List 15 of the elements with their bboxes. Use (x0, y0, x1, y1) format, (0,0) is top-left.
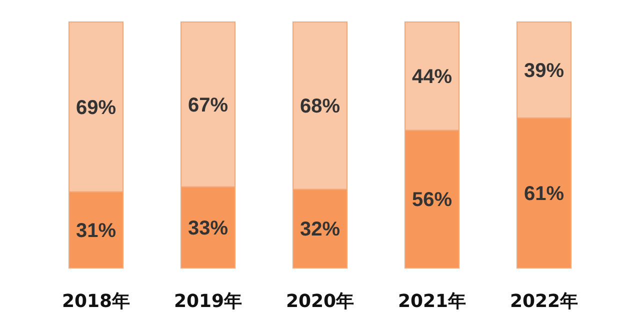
data-label: 61% (524, 182, 564, 205)
x-tick-label: 2020年 (286, 291, 354, 312)
data-label: 39% (524, 60, 564, 82)
data-label: 32% (300, 218, 340, 241)
data-label: 68% (300, 96, 340, 118)
data-label: 33% (188, 217, 228, 240)
x-tick-label: 2022年 (510, 291, 578, 312)
data-label: 31% (76, 220, 116, 242)
x-tick-label: 2018年 (62, 291, 130, 312)
data-label: 56% (412, 189, 452, 212)
data-label: 69% (76, 96, 116, 119)
x-tick-label: 2019年 (174, 291, 242, 312)
data-label: 44% (412, 66, 452, 88)
x-tick-label: 2021年 (398, 291, 466, 312)
data-label: 67% (188, 94, 228, 116)
